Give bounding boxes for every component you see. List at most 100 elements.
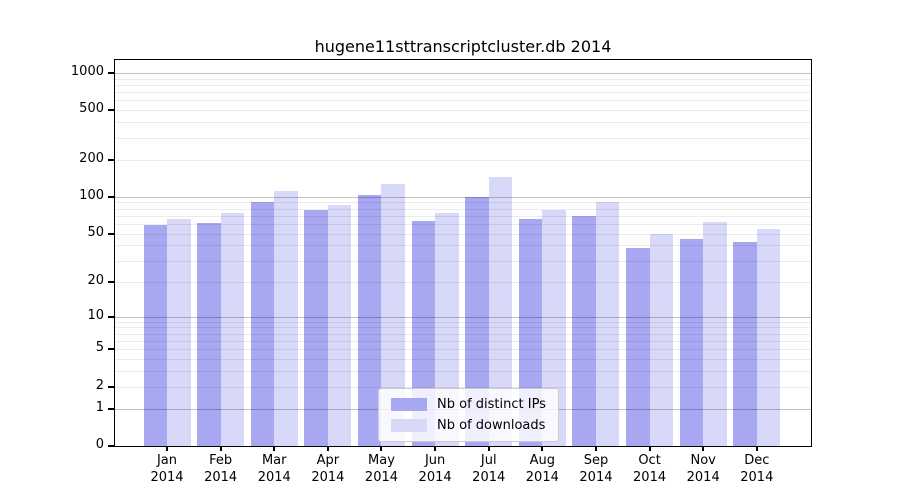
- x-tick-label: Jan 2014: [150, 453, 184, 485]
- x-tick: [648, 446, 651, 451]
- gridline-minor: [115, 359, 811, 361]
- gridline-minor: [115, 159, 811, 161]
- legend-swatch-distinct-ips: [391, 398, 427, 411]
- x-tick-label: Aug 2014: [525, 453, 559, 485]
- gridline-minor: [115, 245, 811, 247]
- x-tick: [166, 446, 168, 451]
- y-tick-label: 1: [95, 399, 104, 415]
- x-tick: [380, 446, 383, 451]
- bar-nb-of-downloads-aug-2014: [542, 210, 566, 446]
- gridline-minor: [115, 137, 811, 139]
- gridline-major: [115, 72, 811, 74]
- y-tick: [108, 232, 115, 235]
- x-tick: [273, 446, 276, 451]
- gridline-minor: [115, 110, 811, 112]
- x-tick-label: Oct 2014: [633, 453, 667, 485]
- bar-nb-of-downloads-nov-2014: [703, 222, 727, 446]
- x-tick-label: Mar 2014: [257, 453, 291, 485]
- x-tick: [702, 446, 705, 451]
- gridline-minor: [115, 327, 811, 329]
- legend-swatch-downloads: [391, 419, 427, 432]
- gridline-minor: [115, 281, 811, 283]
- bar-nb-of-downloads-sep-2014: [595, 202, 620, 446]
- gridline-minor: [115, 260, 811, 262]
- bar-nb-of-distinct-ips-may-2014: [357, 195, 382, 446]
- legend-label-distinct-ips: Nb of distinct IPs: [437, 397, 546, 412]
- y-tick-label: 2: [95, 377, 104, 393]
- y-tick-label: 50: [87, 224, 104, 240]
- legend-label-downloads: Nb of downloads: [437, 418, 546, 433]
- x-tick: [594, 446, 597, 451]
- y-tick: [108, 315, 115, 318]
- bar-nb-of-downloads-mar-2014: [274, 190, 298, 446]
- x-tick-label: Feb 2014: [204, 453, 238, 485]
- x-tick: [434, 446, 437, 451]
- bar-nb-of-distinct-ips-jan-2014: [143, 224, 167, 446]
- gridline-minor: [115, 333, 811, 335]
- gridline-minor: [115, 223, 811, 225]
- gridline-minor: [115, 100, 811, 102]
- bar-nb-of-distinct-ips-sep-2014: [572, 215, 596, 446]
- x-tick: [219, 446, 222, 451]
- bar-nb-of-distinct-ips-dec-2014: [733, 241, 757, 446]
- y-tick: [108, 280, 115, 283]
- bar-nb-of-distinct-ips-nov-2014: [679, 239, 704, 446]
- x-tick-label: Apr 2014: [311, 453, 345, 485]
- x-tick: [755, 446, 758, 451]
- gridline-minor: [115, 371, 811, 373]
- gridline-minor: [115, 349, 811, 351]
- bar-nb-of-downloads-feb-2014: [220, 212, 245, 446]
- bar-nb-of-downloads-may-2014: [381, 183, 405, 446]
- legend-item-distinct-ips: Nb of distinct IPs: [391, 394, 546, 415]
- bar-nb-of-downloads-jun-2014: [435, 212, 459, 446]
- bar-nb-of-distinct-ips-apr-2014: [304, 210, 328, 446]
- y-tick-label: 200: [79, 150, 104, 166]
- gridline-minor: [115, 233, 811, 235]
- y-tick-label: 100: [79, 187, 104, 203]
- gridline-minor: [115, 78, 811, 80]
- legend-item-downloads: Nb of downloads: [391, 415, 546, 436]
- y-tick: [108, 158, 115, 161]
- gridline-minor: [115, 321, 811, 323]
- y-tick: [108, 407, 115, 410]
- y-tick-label: 5: [95, 340, 104, 356]
- gridline-minor: [115, 84, 811, 86]
- x-tick: [541, 446, 544, 451]
- y-tick: [108, 71, 115, 74]
- bar-nb-of-distinct-ips-feb-2014: [197, 223, 221, 446]
- bar-nb-of-distinct-ips-oct-2014: [626, 248, 650, 446]
- x-tick-label: Jun 2014: [418, 453, 452, 485]
- x-tick-label: Jul 2014: [472, 453, 506, 485]
- y-tick-label: 500: [79, 101, 104, 117]
- bar-nb-of-downloads-oct-2014: [649, 233, 674, 446]
- y-tick: [108, 385, 115, 388]
- bar-nb-of-downloads-dec-2014: [756, 228, 781, 446]
- y-tick-label: 10: [87, 307, 104, 323]
- x-tick-label: Nov 2014: [686, 453, 720, 485]
- gridline-minor: [115, 386, 811, 388]
- y-tick-label: 20: [87, 272, 104, 288]
- gridline-minor: [115, 215, 811, 217]
- y-tick: [108, 195, 115, 198]
- x-tick-label: Dec 2014: [740, 453, 774, 485]
- gridline-major: [115, 196, 811, 198]
- gridline-major: [115, 316, 811, 318]
- gridline-minor: [115, 340, 811, 342]
- y-tick: [108, 445, 115, 447]
- bar-nb-of-distinct-ips-mar-2014: [250, 201, 275, 446]
- gridline-minor: [115, 208, 811, 210]
- y-tick-label: 0: [95, 437, 104, 452]
- x-tick-label: Sep 2014: [579, 453, 613, 485]
- bar-nb-of-downloads-jan-2014: [167, 218, 191, 446]
- bar-nb-of-downloads-apr-2014: [327, 204, 352, 446]
- x-tick-label: May 2014: [364, 453, 399, 485]
- y-tick: [108, 109, 115, 112]
- legend: Nb of distinct IPs Nb of downloads: [378, 388, 559, 442]
- bar-nb-of-downloads-jul-2014: [488, 176, 513, 446]
- gridline-minor: [115, 202, 811, 204]
- chart-title: hugene11sttranscriptcluster.db 2014: [314, 37, 612, 56]
- bar-nb-of-distinct-ips-jul-2014: [465, 196, 489, 446]
- y-tick-label: 1000: [70, 63, 104, 79]
- gridline-minor: [115, 92, 811, 94]
